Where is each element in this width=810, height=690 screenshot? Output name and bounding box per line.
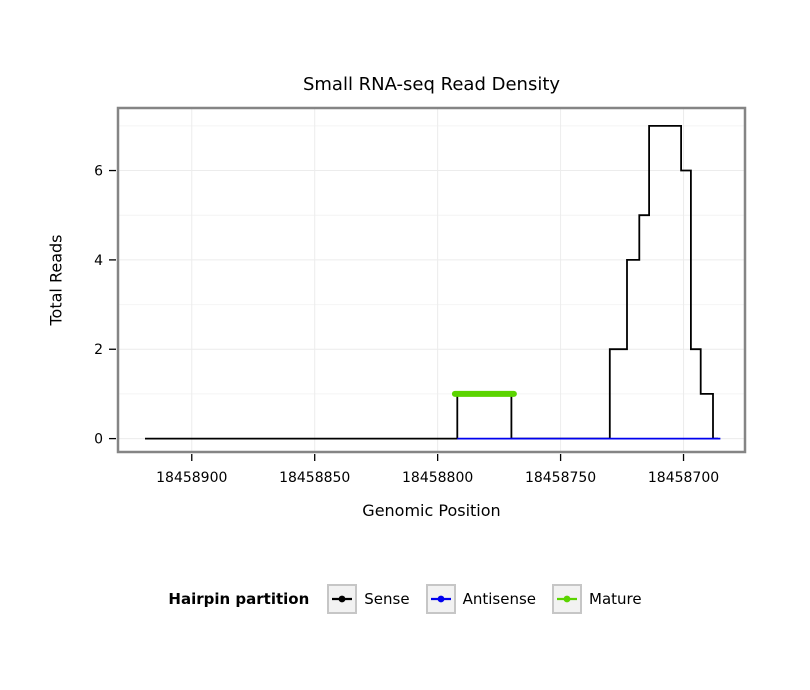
legend-label-mature: Mature bbox=[589, 590, 642, 608]
x-tick-label: 18458850 bbox=[279, 470, 350, 486]
legend-label-antisense: Antisense bbox=[462, 590, 536, 608]
legend-entries: Sense Antisense Mature bbox=[327, 582, 642, 616]
chart-svg: 18458900 18458850 18458800 18458750 18458700… bbox=[94, 106, 747, 486]
legend-item-sense: Sense bbox=[327, 584, 410, 614]
chart-title: Small RNA-seq Read Density bbox=[302, 74, 561, 95]
y-tick-label: 2 bbox=[94, 342, 103, 358]
plot-panel bbox=[118, 108, 745, 452]
y-tick-label: 6 bbox=[94, 164, 103, 180]
y-tick-label: 0 bbox=[94, 432, 103, 448]
y-axis-title: Total Reads bbox=[46, 234, 66, 326]
legend-title: Hairpin partition bbox=[168, 590, 310, 608]
series-sense bbox=[145, 125, 718, 440]
legend: Hairpin partition Sense Antisense Mature bbox=[0, 582, 810, 616]
x-tick-label: 18458700 bbox=[648, 470, 719, 486]
x-tick-label: 18458750 bbox=[525, 470, 596, 486]
legend-key-sense bbox=[327, 584, 358, 614]
legend-key-antisense bbox=[425, 584, 456, 614]
legend-item-antisense: Antisense bbox=[425, 584, 536, 614]
panel-border bbox=[116, 106, 747, 454]
legend-label-sense: Sense bbox=[364, 590, 410, 608]
x-tick-label: 18458800 bbox=[402, 470, 473, 486]
x-tick-label: 18458900 bbox=[156, 470, 227, 486]
legend-key-glyph-sense bbox=[332, 595, 353, 603]
legend-key-glyph-antisense bbox=[430, 595, 451, 603]
y-tick-label: 4 bbox=[94, 253, 103, 269]
x-axis-title: Genomic Position bbox=[362, 501, 501, 520]
legend-key-mature bbox=[552, 584, 582, 614]
legend-item-mature: Mature bbox=[552, 584, 642, 614]
legend-key-glyph-mature bbox=[557, 595, 577, 603]
